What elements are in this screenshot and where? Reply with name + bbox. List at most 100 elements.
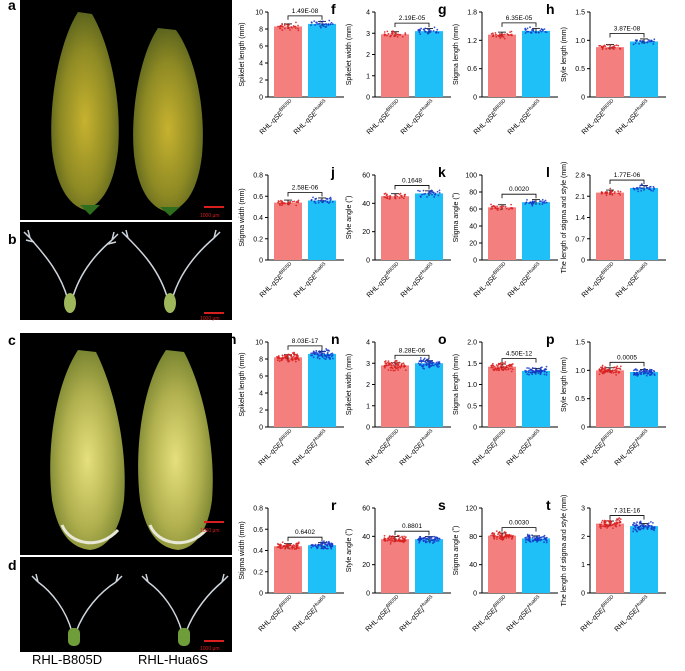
panel-letter-m: m [224, 331, 236, 347]
dots-q-1 [310, 540, 334, 550]
dot [500, 34, 502, 36]
x-label-allele: B805D [492, 594, 507, 609]
x-label-allele: Hua6S [312, 428, 328, 444]
dot [432, 191, 435, 194]
dot [431, 364, 434, 367]
sig-bracket-f [394, 22, 430, 28]
dot [525, 370, 528, 373]
bar-n-0 [381, 365, 409, 427]
label-hua6s: RHL-Hua6S [138, 652, 209, 667]
dot [526, 367, 528, 369]
y-tick-label-l-0: 0 [581, 258, 585, 265]
dot [496, 367, 499, 370]
dot [502, 36, 505, 38]
sig-bracket-p [609, 361, 645, 367]
panel-letter-p: p [546, 331, 555, 347]
dot [492, 366, 494, 369]
dot [637, 528, 640, 531]
dot [598, 523, 601, 526]
dot [632, 371, 635, 374]
dot [329, 356, 331, 359]
dot [318, 22, 321, 25]
dot [647, 524, 650, 527]
dot [386, 539, 389, 542]
dot [432, 29, 435, 32]
dot [505, 364, 508, 367]
dot [502, 33, 504, 36]
dot [511, 368, 514, 371]
y-tick-label-k-5: 100 [465, 173, 477, 180]
dot [417, 29, 420, 31]
dot [510, 365, 513, 368]
sig-bracket-j [394, 185, 430, 190]
dot [320, 349, 323, 352]
x-tick-label-g-0: RHL-qSEB805D [471, 98, 509, 136]
dots-t-1 [632, 520, 656, 533]
y-tick-label-n-3: 3 [366, 361, 370, 368]
x-tick-label-p-1: RHL-qSEjHua6S [612, 428, 652, 468]
bar-k-1 [522, 202, 550, 260]
dot [434, 192, 437, 195]
sig-bracket-l [609, 179, 645, 185]
dot [312, 196, 314, 199]
dot [423, 537, 425, 540]
dot [284, 545, 287, 548]
y-tick-label-q-3: 0.6 [253, 527, 263, 534]
sig-bracket-k [501, 193, 537, 199]
y-tick-label-j-3: 60 [362, 173, 370, 180]
dot [387, 369, 390, 371]
dot [394, 365, 397, 368]
x-tick-label-j-1: RHL-qSEHua6S [398, 261, 437, 300]
spikelet-c-left [50, 350, 125, 550]
dot [635, 524, 637, 527]
dot [605, 192, 608, 195]
dot [539, 367, 542, 370]
dot [286, 355, 289, 358]
dot [429, 362, 431, 364]
p-value-o: 4.50E-12 [506, 351, 533, 358]
dot [438, 537, 440, 540]
y-tick-label-n-2: 2 [366, 382, 370, 389]
x-tick-label-j-0: RHL-qSEB805D [364, 261, 402, 299]
bar-i-0 [274, 202, 302, 260]
chart-i: i 0 0.2 0.4 0.6 0.8 Stigma width (mm) 2.58E-06 R… [224, 164, 344, 299]
x-tick-label-l-1: RHL-qSEHua6S [613, 261, 652, 300]
x-tick-label-s-1: RHL-qSEjHua6S [504, 594, 544, 634]
dot [390, 366, 393, 369]
x-tick-label-r-0: RHL-qSEjB805D [363, 594, 402, 633]
dot [384, 538, 387, 540]
dot [287, 360, 290, 363]
dot [615, 371, 617, 373]
dot [325, 23, 328, 26]
dot [435, 361, 438, 364]
dot [639, 524, 642, 527]
dots-f-0 [383, 30, 407, 38]
p-value-t: 7.31E-16 [614, 508, 641, 515]
dot [319, 351, 322, 354]
x-label-allele: B805D [385, 98, 400, 113]
dot [389, 539, 391, 542]
x-label-allele: B805D [385, 428, 400, 443]
dot [646, 372, 649, 375]
dot [504, 532, 507, 535]
dot [618, 519, 621, 522]
dot [499, 535, 502, 538]
dot [650, 526, 653, 529]
dot [322, 545, 325, 548]
dots-r-0 [383, 534, 407, 545]
dot [642, 372, 645, 375]
dot [429, 190, 432, 192]
dot [538, 536, 541, 539]
y-tick-label-h-1: 0.5 [575, 66, 585, 73]
dot [433, 535, 435, 538]
dot [297, 542, 300, 545]
y-tick-label-j-2: 40 [362, 201, 370, 208]
dot [610, 369, 613, 372]
x-label-allele: B805D [492, 428, 507, 443]
dot [427, 366, 430, 368]
dot [641, 40, 644, 42]
dot [418, 537, 420, 540]
dot [392, 30, 394, 33]
dot [494, 207, 497, 210]
dot [490, 203, 492, 206]
